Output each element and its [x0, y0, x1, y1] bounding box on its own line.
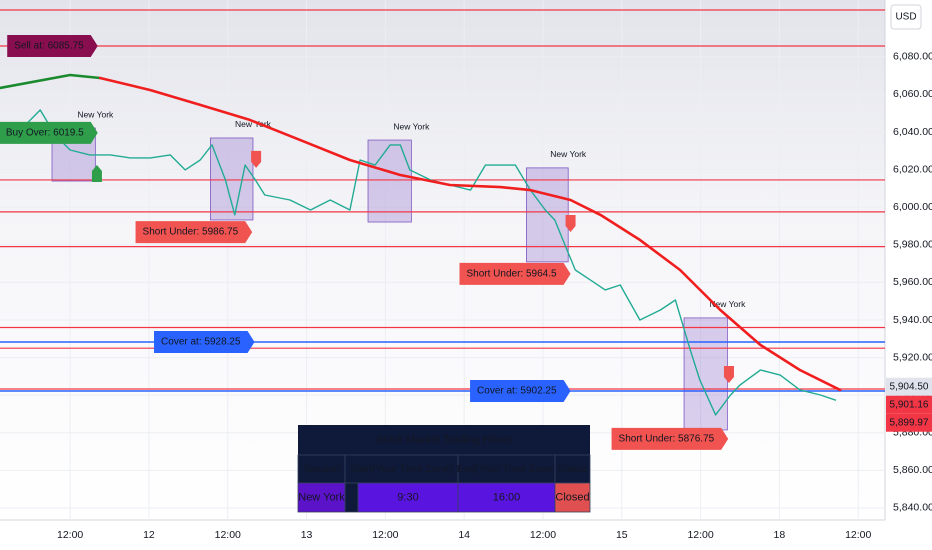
flag: Short Under: 5876.75	[611, 427, 729, 450]
price-badge	[886, 395, 932, 414]
session-box	[367, 139, 412, 223]
price-badge-label: 5,904.50	[890, 381, 929, 392]
flag-label: Cover at: 5902.25	[477, 386, 557, 397]
flag-box	[459, 262, 571, 285]
signal-arrow	[251, 150, 262, 168]
flag-box	[470, 379, 571, 402]
table-cell	[297, 482, 346, 513]
x-tick-label: 12:00	[687, 529, 713, 541]
table-header: Session	[303, 463, 341, 475]
table-title-cell	[298, 425, 590, 455]
moving-average	[0, 73, 102, 90]
y-tick-label: 5,920.00	[893, 351, 932, 363]
x-tick-label: 12:00	[530, 529, 556, 541]
price-badge-label: 5,899.97	[890, 417, 929, 428]
session-label: New York	[393, 121, 430, 131]
signal-arrow	[723, 365, 734, 383]
flag-label: Short Under: 5986.75	[143, 227, 239, 238]
price-badge	[886, 413, 932, 432]
table-spacer-cell	[344, 482, 359, 513]
currency: USD	[895, 12, 916, 23]
price-badge	[886, 377, 932, 396]
x-tick-label: 12:00	[215, 529, 241, 541]
session-label: New York	[550, 149, 587, 159]
price-line	[0, 109, 837, 416]
table-cell	[554, 482, 591, 513]
moving-average	[98, 76, 842, 392]
flag: Buy Over: 6019.5	[0, 121, 98, 144]
session-label: New York	[77, 109, 114, 119]
flag-label: Short Under: 5964.5	[466, 269, 556, 280]
y-tick-label: 6,060.00	[893, 88, 932, 100]
flag: Cover at: 5902.25	[470, 379, 571, 402]
table-cell	[457, 482, 556, 513]
session-box	[210, 137, 254, 221]
y-tick-label: 6,000.00	[893, 201, 932, 213]
table-header: End(Your Time Zone)	[457, 463, 556, 475]
price-axis-background	[885, 0, 932, 550]
x-tick-label: 18	[774, 529, 786, 541]
flag-box	[7, 34, 98, 57]
y-tick-label: 5,860.00	[893, 464, 932, 476]
price-badge-label: 5,901.16	[890, 399, 929, 410]
x-tick-label: 12:00	[372, 529, 398, 541]
table-header: Start(Your Time Zone)	[350, 463, 453, 475]
signal-arrow	[565, 214, 576, 232]
table-header-cell	[297, 454, 346, 484]
y-tick-label: 6,020.00	[893, 163, 932, 175]
table-value: 16:00	[493, 491, 521, 503]
table-value: Closed	[555, 491, 589, 503]
currency-button[interactable]	[890, 4, 922, 30]
x-tick-label: 14	[458, 529, 470, 541]
flag: Short Under: 5986.75	[135, 221, 253, 244]
table-value: 9:30	[397, 491, 418, 503]
table-value: New York	[298, 491, 345, 503]
session-box	[526, 167, 569, 263]
table-cell	[357, 482, 459, 513]
session-box	[683, 317, 728, 431]
session-label: New York	[235, 119, 272, 129]
trading-hours-table: Stock Market Trading Hours Session Start(Y…	[297, 425, 591, 513]
x-tick-label: 12	[143, 529, 155, 541]
y-tick-label: 5,940.00	[893, 314, 932, 326]
signal-arrow	[91, 165, 102, 183]
y-tick-label: 5,980.00	[893, 239, 932, 251]
flag-box	[0, 121, 98, 144]
flag-box	[154, 331, 255, 354]
flag-label: Buy Over: 6019.5	[6, 128, 84, 139]
flag: Cover at: 5928.25	[154, 331, 255, 354]
table-header-cell	[344, 454, 459, 484]
y-tick-label: 6,040.00	[893, 126, 932, 138]
y-tick-label: 5,840.00	[893, 502, 932, 514]
session-label: New York	[709, 299, 746, 309]
x-tick-label: 15	[616, 529, 628, 541]
x-tick-label: 12:00	[845, 529, 871, 541]
flag-label: Short Under: 5876.75	[619, 434, 715, 445]
table-header-cell	[554, 454, 591, 484]
flag-box	[135, 221, 253, 244]
y-tick-label: 5,960.00	[893, 276, 932, 288]
flag-label: Sell at: 6085.75	[14, 41, 84, 52]
table-header: Status	[558, 463, 588, 475]
flag: Sell at: 6085.75	[7, 34, 98, 57]
flag: Short Under: 5964.5	[459, 262, 571, 285]
flag-box	[611, 427, 729, 450]
table-title: Stock Market Trading Hours	[376, 434, 513, 446]
x-tick-label: 13	[301, 529, 313, 541]
flag-label: Cover at: 5928.25	[161, 337, 241, 348]
y-tick-label: 6,080.00	[893, 51, 932, 63]
x-tick-label: 12:00	[57, 529, 83, 541]
